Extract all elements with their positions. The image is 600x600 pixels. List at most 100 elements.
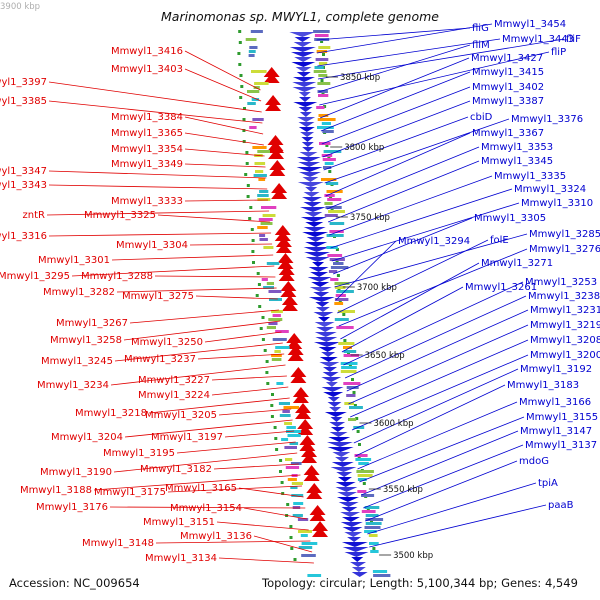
left-gene-label: Mmwyl1_3384 (111, 112, 183, 123)
ortholog-bar (275, 330, 289, 333)
ortholog-bar (297, 518, 309, 521)
red-gene-arrow (306, 489, 323, 499)
blue-gene-arrow (298, 92, 311, 97)
red-gene-arrow (286, 333, 303, 343)
gc-box (336, 274, 340, 277)
ortholog-bar (271, 358, 282, 361)
left-leader-line (176, 441, 296, 454)
ortholog-bar (268, 322, 278, 325)
gc-box (338, 300, 342, 303)
blue-gene-arrow (327, 402, 342, 407)
scale-mark-label: 3600 kbp (373, 419, 413, 429)
ortholog-bar (272, 338, 287, 341)
right-leader-line (331, 202, 520, 262)
ortholog-bar (324, 194, 335, 197)
left-gene-label: Mmwyl1_3188 (20, 485, 92, 496)
ortholog-bar (322, 130, 334, 133)
left-leader-line (148, 397, 290, 414)
ortholog-bar (325, 182, 339, 185)
blue-gene-arrow (293, 102, 318, 107)
red-gene-arrow (306, 483, 323, 493)
left-gene-label: Mmwyl1_3333 (111, 196, 183, 207)
ortholog-bar (258, 218, 273, 221)
red-gene-arrow (290, 373, 307, 383)
red-gene-arrow (274, 225, 291, 235)
ortholog-bar (285, 466, 300, 469)
gc-box (322, 53, 325, 56)
left-gene-label: Mmwyl1_3245 (41, 356, 113, 367)
gc-box (352, 391, 356, 394)
left-gene-label: Mmwyl1_3237 (124, 354, 196, 365)
red-gene-arrow (267, 135, 284, 145)
red-gene-arrow (275, 237, 292, 247)
right-gene-label: Mmwyl1_3294 (398, 236, 470, 247)
ortholog-bar (278, 402, 290, 405)
right-leader-line (327, 160, 480, 223)
ortholog-bar (327, 254, 343, 257)
ortholog-bar (333, 262, 344, 265)
gc-box (366, 508, 370, 511)
blue-gene-arrow (336, 497, 359, 502)
red-gene-arrow (281, 301, 298, 311)
left-leader-line (71, 265, 275, 277)
ortholog-bar (330, 278, 339, 281)
blue-gene-arrow (342, 527, 363, 532)
blue-gene-arrow (303, 227, 326, 232)
right-leader-line (359, 416, 525, 483)
right-gene-label: Mmwyl1_3147 (520, 426, 592, 437)
ortholog-bar (364, 506, 380, 509)
blue-gene-arrow (299, 112, 312, 117)
red-gene-arrow (301, 453, 318, 463)
blue-gene-arrow (323, 367, 338, 372)
red-gene-arrow (299, 441, 316, 451)
right-leader-line (353, 368, 519, 444)
right-leader-line (351, 354, 529, 431)
gc-box (279, 459, 283, 462)
blue-gene-arrow (311, 282, 330, 287)
ortholog-bar (286, 430, 302, 433)
ortholog-bar (301, 542, 318, 545)
ortholog-bar (285, 458, 293, 461)
left-gene-label: Mmwyl1_3182 (140, 464, 212, 475)
ortholog-bar (318, 74, 328, 77)
ortholog-bar (258, 178, 266, 181)
right-leader-line (317, 38, 501, 67)
blue-gene-arrow (330, 467, 357, 472)
ortholog-bar (346, 394, 356, 397)
right-leader-line (367, 482, 537, 535)
right-gene-label: Mmwyl1_3192 (520, 364, 592, 375)
ortholog-bar (318, 114, 329, 117)
blue-gene-arrow (310, 272, 329, 277)
ortholog-bar (318, 62, 328, 65)
blue-gene-arrow (329, 422, 346, 427)
ortholog-bar (336, 326, 354, 329)
scale-mark-label: 3800 kbp (344, 143, 384, 153)
right-leader-line (334, 233, 528, 288)
blue-gene-arrow (296, 167, 323, 172)
left-leader-line (184, 116, 264, 135)
red-gene-arrow (286, 339, 303, 349)
ortholog-bar (301, 554, 316, 557)
ortholog-bar (313, 30, 330, 33)
left-gene-label: Mmwyl1_3275 (122, 291, 194, 302)
ortholog-bar (317, 126, 334, 129)
left-gene-label: Mmwyl1_3175 (94, 487, 166, 498)
left-gene-label: Mmwyl1_3134 (145, 553, 217, 564)
ortholog-bar (293, 502, 304, 505)
blue-gene-arrow (302, 197, 323, 202)
ortholog-bar (364, 526, 381, 529)
red-gene-arrow (297, 419, 314, 429)
right-gene-label: Mmwyl1_3276 (529, 244, 600, 255)
right-leader-line (348, 324, 529, 405)
blue-gene-arrow (342, 547, 369, 552)
blue-gene-arrow (315, 302, 330, 307)
left-gene-label: Mmwyl1_3151 (143, 517, 215, 528)
left-gene-label: Mmwyl1_3218 (75, 408, 147, 419)
ortholog-bar (298, 530, 312, 533)
blue-gene-arrow (318, 347, 337, 352)
red-gene-arrow (271, 189, 288, 199)
ortholog-bar (337, 310, 355, 313)
gc-box (274, 437, 278, 440)
blue-gene-arrow (298, 162, 321, 167)
ortholog-bar (340, 362, 358, 365)
